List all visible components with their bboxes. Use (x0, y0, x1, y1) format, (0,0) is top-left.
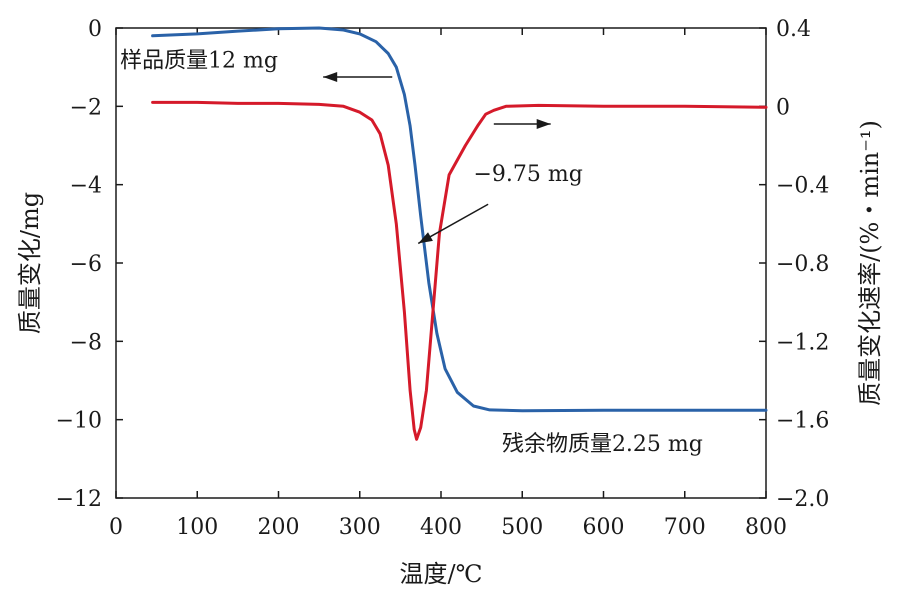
data-series (151, 26, 768, 441)
y-left-tick-label: −12 (56, 487, 102, 512)
y-right-tick-label: 0 (776, 95, 790, 120)
x-tick-label: 600 (583, 515, 625, 540)
x-tick-label: 700 (664, 515, 706, 540)
x-tick-label: 300 (339, 515, 381, 540)
x-axis-title: 温度/℃ (400, 560, 483, 588)
arrow-to-right-axis-head (536, 118, 551, 129)
y-right-tick-label: 0.4 (776, 17, 811, 42)
annotation-label: 残余物质量2.25 mg (502, 432, 703, 457)
annotation-label: −9.75 mg (474, 162, 583, 187)
annotations: 样品质量12 mg −9.75 mg 残余物质量2.25 mg (120, 48, 703, 457)
y-right-tick-label: −1.2 (776, 330, 829, 355)
arrow-mass-loss-head (418, 232, 433, 244)
y-right-tick-label: −1.6 (776, 409, 829, 434)
axis-ticks (115, 27, 767, 499)
x-tick-label: 800 (745, 515, 787, 540)
y-left-tick-label: −6 (70, 252, 102, 277)
x-tick-label: 200 (258, 515, 300, 540)
tga-mass-line (151, 26, 768, 413)
annotation-label: 样品质量12 mg (120, 48, 278, 73)
dtg-rate-line (151, 100, 768, 441)
plot-frame (115, 27, 767, 499)
arrow-to-left-axis-head (323, 71, 338, 82)
x-tick-label: 500 (501, 515, 543, 540)
y-left-tick-label: −8 (70, 330, 102, 355)
axis-tick-labels: 0 100 200 300 400 500 600 700 800 0 −2 −4 −6 −8 −10 −12… (56, 17, 830, 540)
y-left-tick-label: −10 (56, 409, 102, 434)
y-left-tick-label: 0 (88, 17, 102, 42)
y-right-tick-label: −0.4 (776, 174, 829, 199)
x-tick-label: 100 (176, 515, 218, 540)
y-left-tick-label: −4 (70, 174, 102, 199)
y-left-tick-label: −2 (70, 95, 102, 120)
annotation-arrows (323, 71, 551, 245)
y-axis-left-title: 质量变化/mg (16, 192, 44, 334)
x-tick-label: 0 (109, 515, 123, 540)
y-axis-right-title: 质量变化速率/(%・min⁻¹) (856, 120, 884, 406)
x-tick-label: 400 (420, 515, 462, 540)
y-right-tick-label: −0.8 (776, 252, 829, 277)
y-right-tick-label: −2.0 (776, 487, 829, 512)
